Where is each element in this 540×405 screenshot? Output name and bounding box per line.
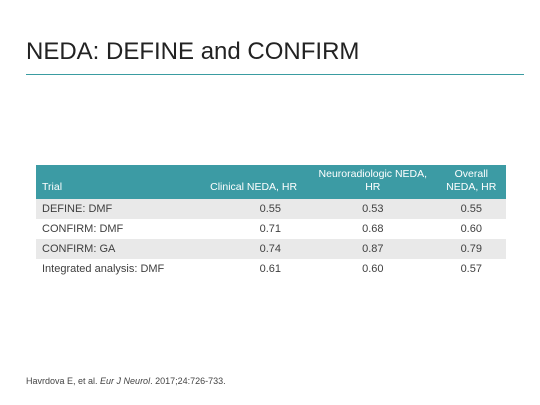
cell-neuro: 0.60 — [362, 263, 384, 275]
table-row: CONFIRM: GA 0.74 0.87 0.79 — [36, 239, 506, 259]
citation-details: . 2017;24:726-733. — [150, 376, 226, 386]
table-row: CONFIRM: DMF 0.71 0.68 0.60 — [36, 219, 506, 239]
header-clinical-neda: Clinical NEDA, HR — [210, 181, 298, 193]
citation: Havrdova E, et al. Eur J Neurol. 2017;24… — [26, 376, 226, 386]
table-row: DEFINE: DMF 0.55 0.53 0.55 — [36, 199, 506, 219]
cell-trial: CONFIRM: GA — [42, 243, 116, 255]
cell-overall: 0.60 — [460, 223, 482, 235]
table-row: Integrated analysis: DMF 0.61 0.60 0.57 — [36, 259, 506, 279]
cell-neuro: 0.87 — [362, 243, 384, 255]
header-overall-line1: Overall — [454, 168, 488, 180]
title-divider — [26, 74, 524, 75]
cell-clinical: 0.74 — [259, 243, 282, 255]
citation-journal: Eur J Neurol — [100, 376, 151, 386]
header-overall-neda: Overall NEDA, HR — [437, 165, 506, 199]
cell-clinical: 0.55 — [259, 203, 282, 215]
header-neuro-line2: HR — [365, 181, 381, 193]
citation-authors: Havrdova E, et al. — [26, 376, 101, 386]
cell-neuro: 0.53 — [362, 203, 384, 215]
cell-trial: DEFINE: DMF — [42, 203, 113, 215]
cell-overall: 0.79 — [460, 243, 482, 255]
cell-trial: Integrated analysis: DMF — [42, 263, 165, 275]
header-neuro-line1: Neuroradiologic NEDA, — [318, 168, 428, 180]
results-table: Trial Clinical NEDA, HR Neuroradiologic … — [36, 165, 506, 279]
slide-title: NEDA: DEFINE and CONFIRM — [26, 38, 360, 65]
header-trial: Trial — [42, 181, 63, 193]
header-neuroradiologic-neda: Neuroradiologic NEDA, HR — [309, 165, 437, 199]
cell-neuro: 0.68 — [362, 223, 384, 235]
table-header-row: Trial Clinical NEDA, HR Neuroradiologic … — [36, 165, 506, 199]
cell-overall: 0.57 — [460, 263, 482, 275]
cell-trial: CONFIRM: DMF — [42, 223, 124, 235]
header-overall-line2: NEDA, HR — [446, 181, 497, 193]
cell-clinical: 0.61 — [259, 263, 282, 275]
cell-clinical: 0.71 — [259, 223, 282, 235]
cell-overall: 0.55 — [460, 203, 482, 215]
